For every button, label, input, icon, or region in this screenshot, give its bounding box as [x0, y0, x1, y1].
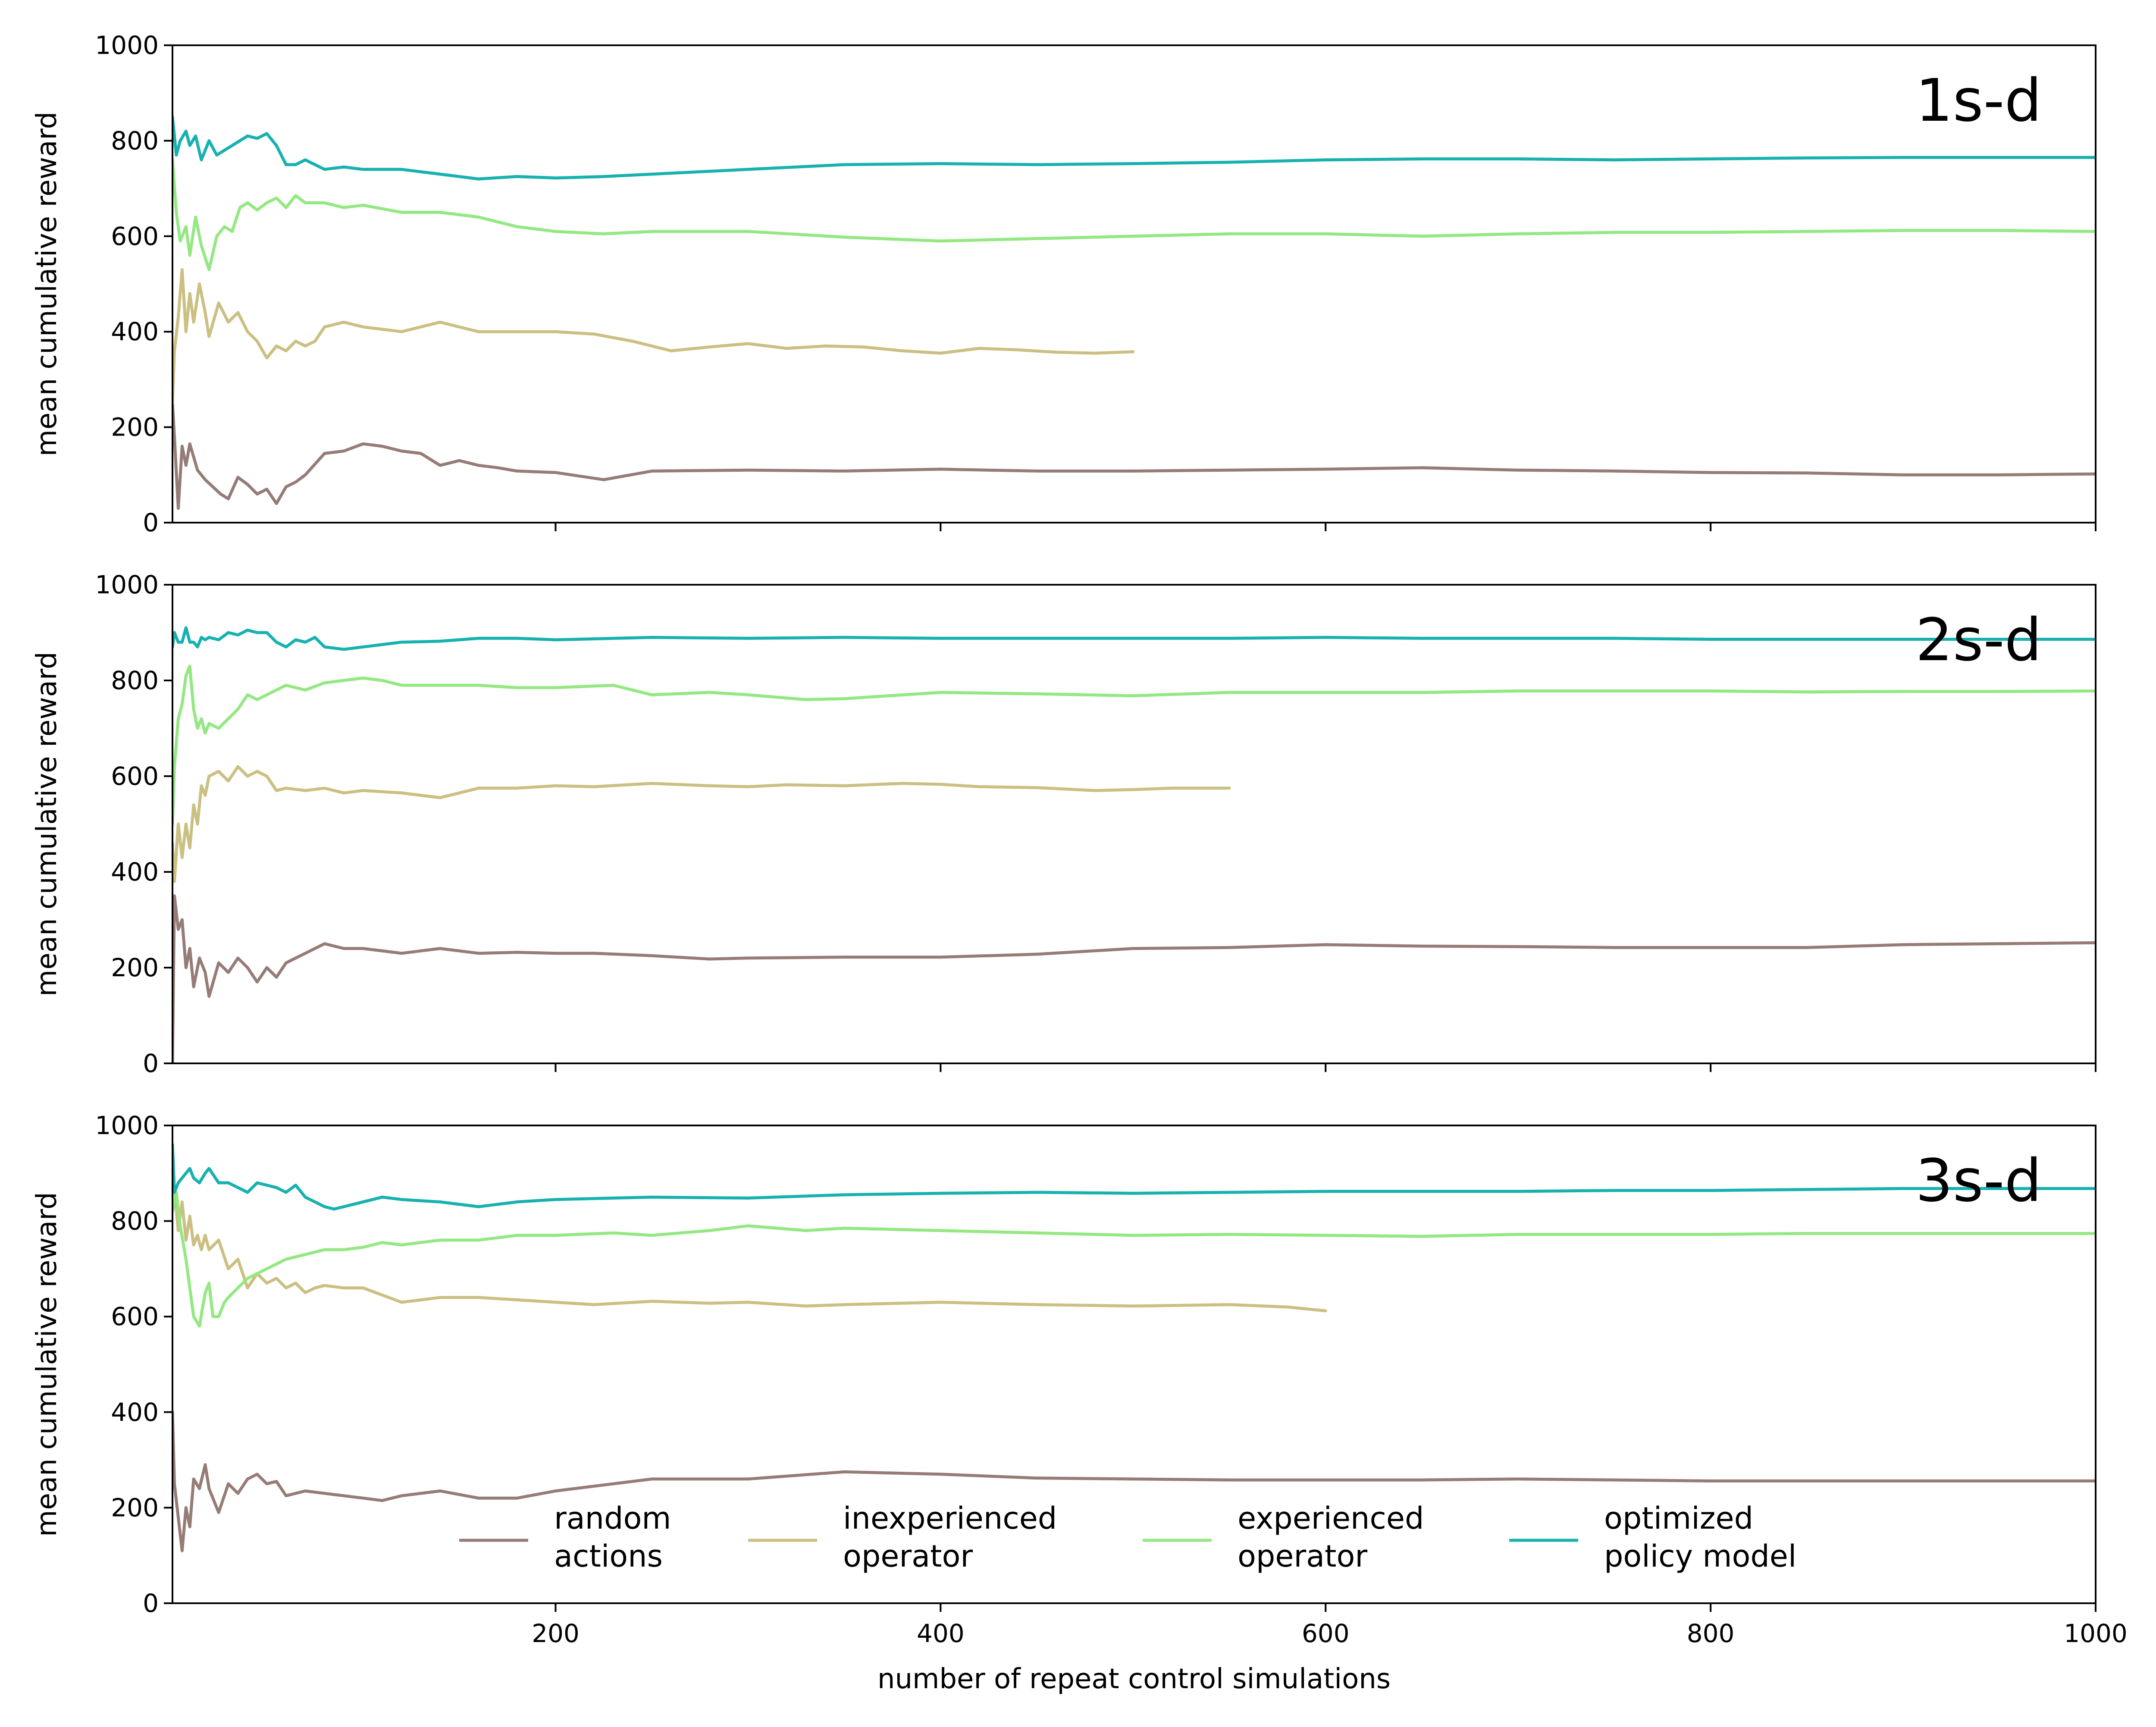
legend-label: experienced	[1238, 1501, 1424, 1536]
y-tick-label: 600	[111, 762, 159, 791]
series-line-optimized	[172, 115, 2096, 181]
series-line-random	[172, 401, 2096, 510]
panel-1: 0 200 400 600 800 1000 mean cumulative reward 1…	[31, 31, 2096, 537]
series-line-experienced	[172, 158, 2096, 271]
series-group	[172, 1143, 2096, 1552]
x-tick-label: 600	[1302, 1619, 1350, 1648]
series-line-random	[172, 1410, 2096, 1552]
y-tick-label: 200	[111, 1493, 159, 1522]
axes-frame	[172, 1125, 2096, 1604]
y-tick-label: 400	[111, 317, 159, 346]
panel-label: 3s-d	[1915, 1147, 2042, 1215]
panel-label: 2s-d	[1915, 606, 2042, 674]
y-tick-label: 0	[143, 1589, 159, 1618]
y-tick-label: 200	[111, 953, 159, 982]
series-line-inexperienced	[172, 765, 1231, 883]
legend: randomactionsinexperiencedoperatorexperi…	[459, 1501, 1796, 1574]
axes-frame	[172, 44, 2096, 523]
series-line-optimized	[172, 1143, 2096, 1211]
legend-label: actions	[554, 1539, 663, 1574]
panel-label: 1s-d	[1915, 67, 2042, 135]
legend-label: operator	[1238, 1539, 1367, 1574]
series-line-inexperienced	[172, 1172, 1327, 1313]
y-tick-label: 600	[111, 1302, 159, 1331]
y-tick-label: 800	[111, 1207, 159, 1236]
y-tick-label: 1000	[95, 31, 159, 60]
series-line-random	[172, 894, 2096, 1063]
series-line-experienced	[172, 664, 2096, 826]
y-tick-label: 0	[143, 1049, 159, 1078]
x-tick-label: 400	[917, 1619, 965, 1648]
x-tick-label: 1000	[2064, 1619, 2128, 1648]
series-group	[172, 115, 2096, 510]
axes-frame	[172, 584, 2096, 1064]
y-tick-label: 1000	[95, 570, 159, 599]
y-axis-label: mean cumulative reward	[31, 1192, 63, 1537]
y-tick-label: 0	[143, 508, 159, 537]
series-line-experienced	[172, 1191, 2096, 1328]
legend-label: policy model	[1604, 1539, 1796, 1574]
y-axis-label: mean cumulative reward	[31, 652, 63, 997]
y-tick-label: 400	[111, 1398, 159, 1427]
panel-2: 0 200 400 600 800 1000 mean cumulative reward 2…	[31, 570, 2096, 1078]
y-axis-label: mean cumulative reward	[31, 112, 63, 457]
legend-label: operator	[843, 1539, 973, 1574]
legend-label: optimized	[1604, 1501, 1753, 1536]
x-tick-label: 800	[1687, 1619, 1735, 1648]
y-tick-label: 600	[111, 222, 159, 251]
y-tick-label: 1000	[95, 1111, 159, 1140]
series-line-optimized	[172, 626, 2096, 651]
y-tick-label: 400	[111, 857, 159, 887]
legend-label: random	[554, 1501, 671, 1536]
y-tick-label: 200	[111, 413, 159, 442]
y-tick-label: 800	[111, 666, 159, 695]
legend-label: inexperienced	[843, 1501, 1057, 1536]
x-axis-label: number of repeat control simulations	[877, 1663, 1391, 1695]
series-line-inexperienced	[172, 268, 1135, 405]
y-tick-label: 800	[111, 126, 159, 155]
panel-3: 0 200 400 600 800 1000 200 400 600 800 1000 mean cu…	[31, 1111, 2128, 1648]
x-tick-label: 200	[532, 1619, 580, 1648]
series-group	[172, 626, 2096, 1063]
